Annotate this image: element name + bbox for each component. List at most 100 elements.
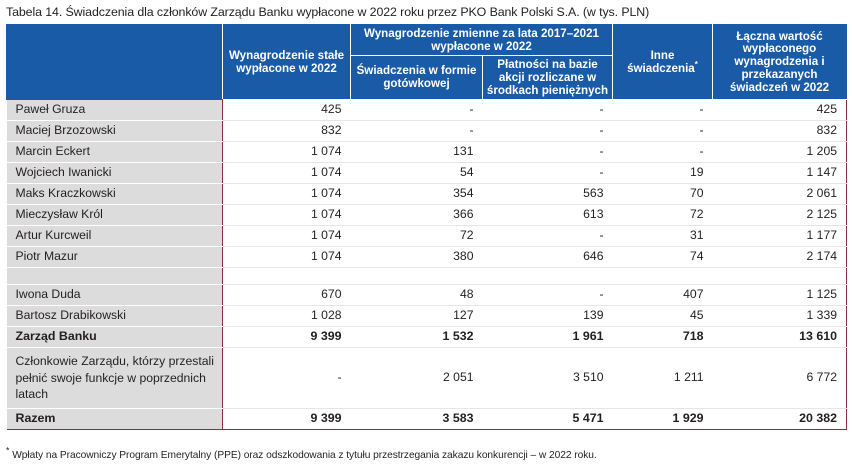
cell-fixed-pay: 425 — [222, 98, 351, 121]
cell-fixed-pay: 670 — [222, 284, 351, 306]
table-row: Artur Kurcweil 1 074 72-31 1 177 — [6, 225, 847, 247]
cell-other-benefits: 19 — [612, 162, 713, 184]
cell-person-name: Paweł Gruza — [6, 98, 223, 121]
table-summary-row: Razem 9 399 3 583 5 471 1 929 20 382 — [6, 407, 847, 430]
cell-share-based: - — [482, 98, 613, 121]
cell-share-based: 139 — [482, 305, 613, 327]
cell-share-based: - — [482, 284, 613, 306]
cell-total: 2 125 — [712, 204, 847, 226]
table-row: Bartosz Drabikowski 1 028 127 139 45 1 339 — [6, 305, 847, 327]
cell-share-based: 646 — [482, 246, 613, 268]
cell-cash-benefits: 127 — [350, 305, 483, 327]
cell-share-based: 613 — [482, 204, 613, 226]
cell-person-name — [6, 267, 223, 285]
header-col-share-based: Płatności na bazie akcji rozliczane w śr… — [482, 54, 613, 100]
cell-fixed-pay: 9 399 — [222, 325, 351, 348]
cell-total: 1 125 — [712, 284, 847, 306]
cell-person-name: Razem — [6, 407, 223, 430]
cell-person-name: Członkowie Zarządu, którzy przestali peł… — [6, 346, 223, 409]
cell-other-benefits: 70 — [612, 183, 713, 205]
cell-person-name: Bartosz Drabikowski — [6, 305, 223, 327]
cell-total: 20 382 — [712, 407, 847, 430]
cell-share-based: - — [482, 141, 613, 163]
cell-other-benefits: 1 211 — [612, 346, 713, 409]
cell-cash-benefits: - — [350, 98, 483, 121]
header-row-top: Wynagrodzenie stałe wypłacone w 2022 Wyn… — [6, 24, 847, 100]
cell-person-name: Wojciech Iwanicki — [6, 162, 223, 184]
cell-other-benefits: 718 — [612, 325, 713, 348]
table-row: Mieczysław Król 1 074 366 613 72 2 125 — [6, 204, 847, 226]
footnote-marker-icon: * — [694, 60, 698, 70]
cell-fixed-pay: 1 074 — [222, 204, 351, 226]
cell-fixed-pay: 1 074 — [222, 225, 351, 247]
cell-share-based: 563 — [482, 183, 613, 205]
cell-person-name: Piotr Mazur — [6, 246, 223, 268]
table-spacer-row — [6, 267, 847, 285]
cell-person-name: Maciej Brzozowski — [6, 120, 223, 142]
cell-cash-benefits: 131 — [350, 141, 483, 163]
cell-total: 1 339 — [712, 305, 847, 327]
header-col-fixed-pay: Wynagrodzenie stałe wypłacone w 2022 — [222, 24, 351, 100]
table-summary-row: Zarząd Banku 9 399 1 532 1 961 718 13 610 — [6, 325, 847, 348]
cell-total: 1 177 — [712, 225, 847, 247]
cell-total: 13 610 — [712, 325, 847, 348]
cell-total: 832 — [712, 120, 847, 142]
table-body: Paweł Gruza 425- - -425 Maciej Brzozowski 832… — [6, 98, 847, 430]
cell-total: 1 147 — [712, 162, 847, 184]
header-col-other-benefits-label: Inne świadczenia — [627, 48, 695, 75]
cell-share-based: 1 961 — [482, 325, 613, 348]
cell-fixed-pay: 1 074 — [222, 162, 351, 184]
table-row: Piotr Mazur 1 074 380 646 74 2 174 — [6, 246, 847, 268]
cell-person-name: Zarząd Banku — [6, 325, 223, 348]
cell-fixed-pay: 1 074 — [222, 246, 351, 268]
cell-fixed-pay — [222, 267, 351, 285]
footnote-text: Wpłaty na Pracowniczy Program Emerytalny… — [9, 450, 597, 461]
header-row-sub: Świadczenia w formie gotówkowej Płatnośc… — [7, 54, 847, 100]
cell-share-based: 5 471 — [482, 407, 613, 430]
table-row: Wojciech Iwanicki 1 074 54-19 1 147 — [6, 162, 847, 184]
header-col-other-benefits: Inne świadczenia* — [612, 24, 713, 100]
cell-cash-benefits: 72 — [350, 225, 483, 247]
cell-share-based: - — [482, 120, 613, 142]
footnote-mark: * — [6, 445, 10, 456]
cell-cash-benefits: 3 583 — [350, 407, 483, 430]
cell-share-based: - — [482, 225, 613, 247]
cell-other-benefits: - — [612, 141, 713, 163]
cell-other-benefits: - — [612, 120, 713, 142]
page-title: Tabela 14. Świadczenia dla członków Zarz… — [6, 5, 650, 19]
table-row: Członkowie Zarządu, którzy przestali peł… — [6, 346, 847, 409]
cell-cash-benefits: - — [350, 120, 483, 142]
cell-other-benefits: - — [612, 98, 713, 121]
table-row: Marcin Eckert 1 074 131- -1 205 — [6, 141, 847, 163]
header-col-cash-benefits: Świadczenia w formie gotówkowej — [350, 54, 483, 100]
cell-other-benefits: 407 — [612, 284, 713, 306]
cell-other-benefits: 31 — [612, 225, 713, 247]
cell-total: 425 — [712, 98, 847, 121]
table-footnote: * Wpłaty na Pracowniczy Program Emerytal… — [6, 446, 597, 461]
table-row: Maks Kraczkowski 1 074 354 563 70 2 061 — [6, 183, 847, 205]
table-row: Iwona Duda 670 48-407 1 125 — [6, 284, 847, 306]
cell-fixed-pay: 1 074 — [222, 183, 351, 205]
table-row: Paweł Gruza 425- - -425 — [6, 98, 847, 121]
cell-cash-benefits: 48 — [350, 284, 483, 306]
cell-other-benefits: 74 — [612, 246, 713, 268]
cell-person-name: Artur Kurcweil — [6, 225, 223, 247]
cell-total: 2 174 — [712, 246, 847, 268]
cell-share-based: 3 510 — [482, 346, 613, 409]
cell-person-name: Marcin Eckert — [6, 141, 223, 163]
cell-fixed-pay: 1 028 — [222, 305, 351, 327]
table-header: Wynagrodzenie stałe wypłacone w 2022 Wyn… — [6, 24, 847, 100]
cell-cash-benefits: 380 — [350, 246, 483, 268]
cell-fixed-pay: 1 074 — [222, 141, 351, 163]
board-remuneration-table: Wynagrodzenie stałe wypłacone w 2022 Wyn… — [6, 24, 847, 430]
cell-cash-benefits: 1 532 — [350, 325, 483, 348]
financial-table-container: Wynagrodzenie stałe wypłacone w 2022 Wyn… — [6, 24, 847, 430]
cell-share-based: - — [482, 162, 613, 184]
cell-fixed-pay: 832 — [222, 120, 351, 142]
cell-other-benefits: 72 — [612, 204, 713, 226]
cell-other-benefits: 1 929 — [612, 407, 713, 430]
cell-cash-benefits: 2 051 — [350, 346, 483, 409]
cell-fixed-pay: 9 399 — [222, 407, 351, 430]
cell-total: 6 772 — [712, 346, 847, 409]
